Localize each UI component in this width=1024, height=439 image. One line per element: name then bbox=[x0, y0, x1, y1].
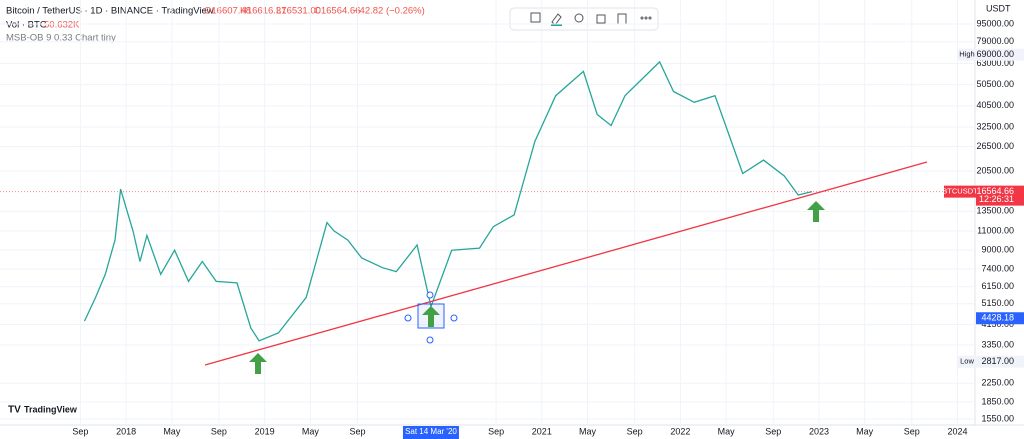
y-tick-label: 40500.00 bbox=[976, 100, 1014, 110]
indicator: MSB-OB 9 0.33 Chart tiny bbox=[6, 33, 116, 44]
y-tick-label: 11000.00 bbox=[977, 225, 1014, 235]
y-tick-label: 2250.00 bbox=[981, 378, 1014, 388]
x-tick-label: May bbox=[718, 426, 736, 436]
x-tick-label: May bbox=[302, 426, 320, 436]
y-tick-label: 13500.00 bbox=[976, 206, 1014, 216]
ohlc-open: O16607.48 bbox=[204, 6, 251, 17]
last-price-box bbox=[976, 185, 1024, 206]
y-tick-label: 79000.00 bbox=[976, 36, 1014, 46]
low-value: 2817.00 bbox=[981, 356, 1014, 366]
y-tick-label: 20500.00 bbox=[976, 166, 1014, 176]
x-tick-label: 2018 bbox=[116, 426, 136, 436]
ohlc-high: H16616.37 bbox=[240, 6, 286, 17]
countdown: 12:26:31 bbox=[979, 194, 1014, 204]
ohlc-close: C16564.66 bbox=[314, 6, 360, 17]
y-tick-label: 7400.00 bbox=[981, 263, 1014, 273]
y-tick-label: 1550.00 bbox=[981, 413, 1014, 423]
y-tick-label: 95000.00 bbox=[976, 18, 1014, 28]
x-tick-label: 2024 bbox=[948, 426, 968, 436]
arrows bbox=[249, 201, 825, 374]
y-tick-label: 63000.00 bbox=[976, 58, 1014, 68]
high-value: 69000.00 bbox=[976, 49, 1014, 59]
trend-line[interactable] bbox=[204, 161, 928, 366]
cursor-date: Sat 14 Mar '20 bbox=[405, 427, 457, 436]
x-tick-label: Sep bbox=[211, 426, 227, 436]
symbol: Bitcoin / TetherUS · 1D · BINANCE · Trad… bbox=[6, 6, 214, 17]
y-tick-label: 6150.00 bbox=[981, 281, 1014, 291]
x-tick-label: Sep bbox=[765, 426, 781, 436]
volume-value: 50.632K bbox=[44, 20, 80, 31]
logo: TradingView bbox=[24, 404, 78, 414]
low-value-box bbox=[976, 355, 1024, 368]
y-tick-label: 9000.00 bbox=[981, 245, 1014, 255]
last-price: 16564.66 bbox=[976, 186, 1014, 196]
low-name-box bbox=[958, 355, 976, 368]
y-tick-label: 50500.00 bbox=[976, 79, 1014, 89]
cursor-price-box bbox=[976, 312, 1024, 325]
x-tick-label: Sep bbox=[904, 426, 920, 436]
y-tick-label: 1850.00 bbox=[981, 396, 1014, 406]
high-value-box bbox=[976, 48, 1024, 61]
y-tick-label: 3350.00 bbox=[981, 339, 1014, 349]
high-name: High bbox=[959, 50, 974, 59]
y-tick-label: 26500.00 bbox=[976, 141, 1014, 151]
last-name-box bbox=[944, 185, 976, 198]
last-name: BTCUSDT bbox=[942, 187, 978, 196]
ohlc-change: −42.82 (−0.26%) bbox=[354, 6, 425, 17]
logo-mark: TV bbox=[8, 405, 21, 416]
x-tick-label: Sep bbox=[350, 426, 366, 436]
logo-box bbox=[4, 403, 64, 417]
high-name-box bbox=[958, 48, 976, 61]
drawing-toolbar[interactable] bbox=[509, 7, 659, 31]
y-tick-label: 5150.00 bbox=[981, 298, 1014, 308]
cursor-price: 4428.18 bbox=[981, 313, 1014, 323]
x-tick-label: 2019 bbox=[255, 426, 275, 436]
low-name: Low bbox=[960, 357, 974, 366]
x-tick-label: 2022 bbox=[670, 426, 690, 436]
x-tick-label: 2021 bbox=[532, 426, 552, 436]
x-tick-label: Sep bbox=[488, 426, 504, 436]
x-tick-label: May bbox=[579, 426, 597, 436]
x-tick-label: Sep bbox=[627, 426, 643, 436]
x-tick-label: May bbox=[856, 426, 874, 436]
x-tick-label: May bbox=[163, 426, 181, 436]
y-tick-label: 32500.00 bbox=[976, 121, 1014, 131]
cursor-date-box bbox=[402, 426, 459, 439]
price-line bbox=[83, 60, 813, 342]
x-tick-label: Sep bbox=[72, 426, 88, 436]
currency: USDT bbox=[986, 3, 1011, 13]
selection-handles[interactable] bbox=[404, 291, 458, 344]
ohlc-low: L16531.00 bbox=[276, 6, 321, 17]
x-tick-label: 2023 bbox=[809, 426, 829, 436]
volume-label: Vol · BTC bbox=[6, 20, 47, 31]
